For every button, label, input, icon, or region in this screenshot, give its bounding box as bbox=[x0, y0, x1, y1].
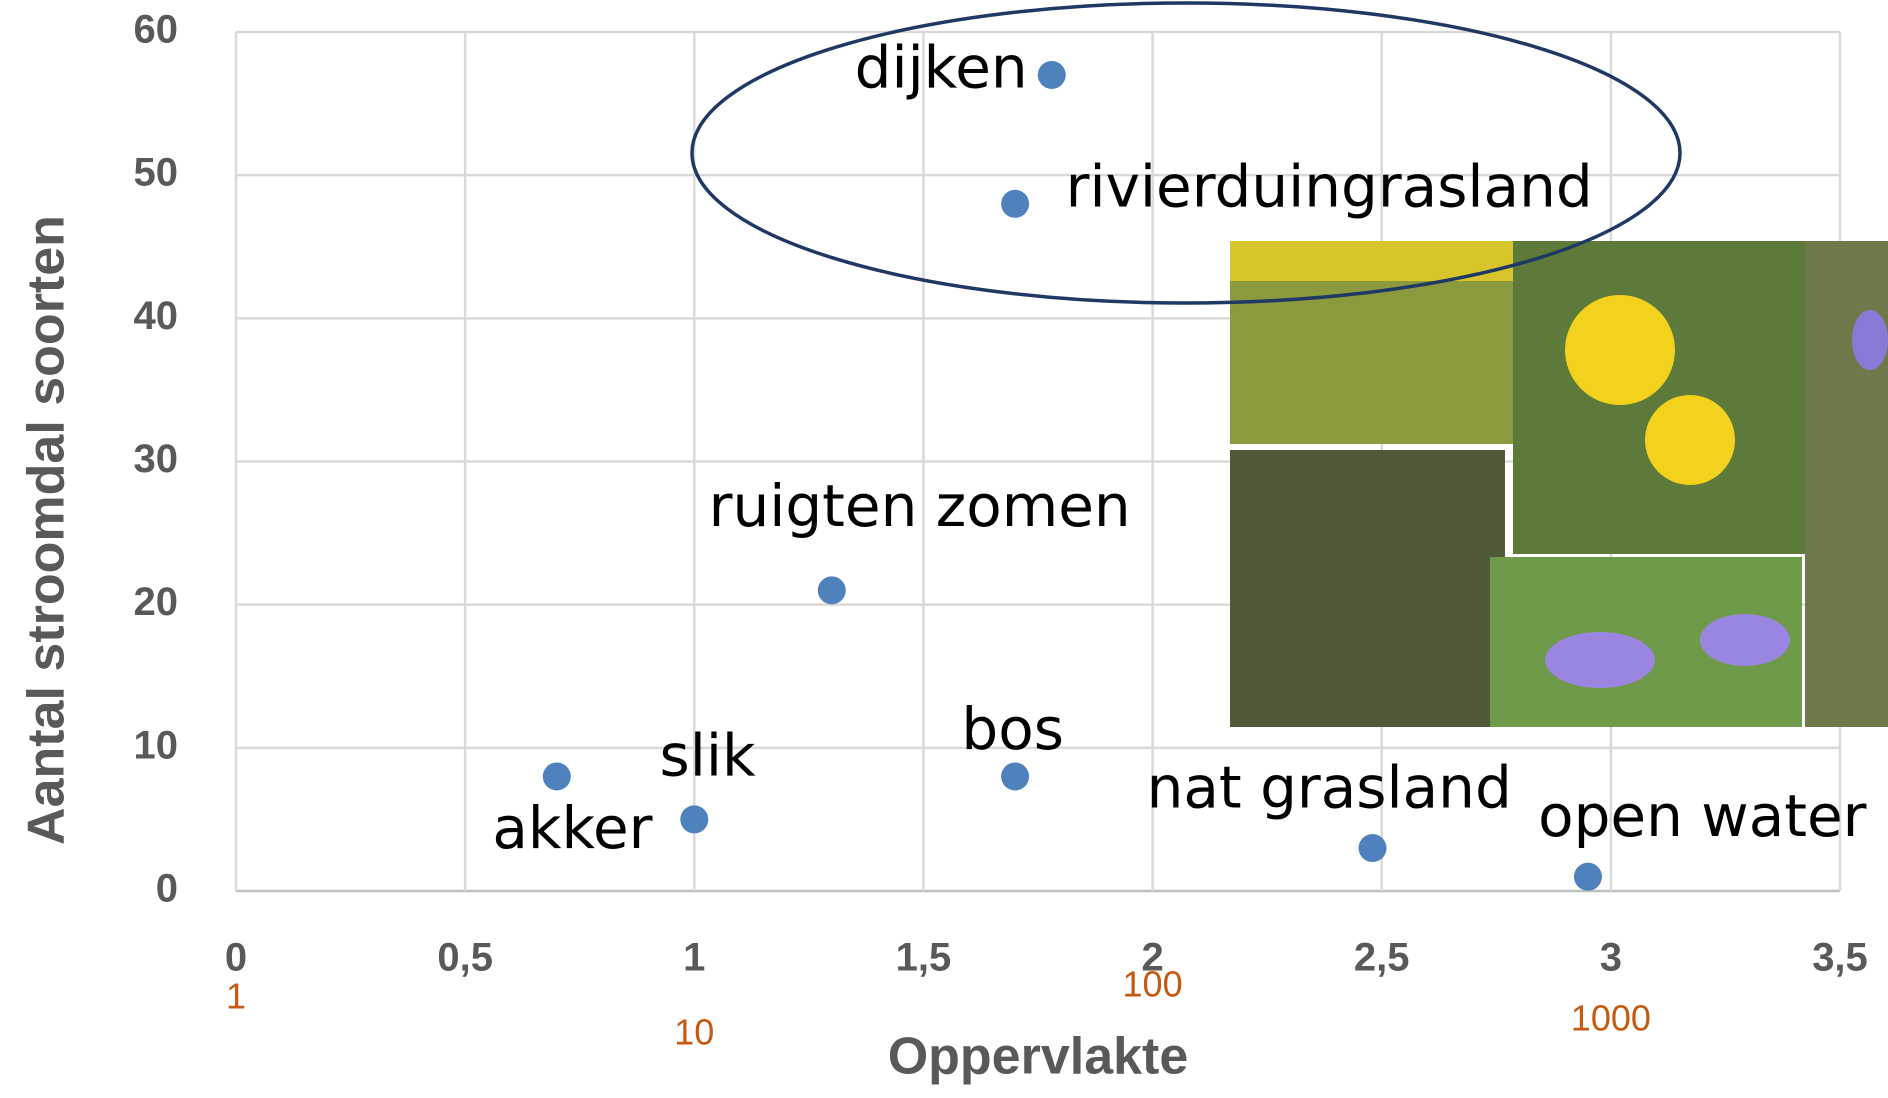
y-tick-label: 30 bbox=[134, 437, 179, 481]
secondary-x-label: 1 bbox=[226, 976, 246, 1017]
photo bbox=[1852, 310, 1888, 370]
x-tick-label: 3,5 bbox=[1812, 936, 1868, 980]
point-label: dijken bbox=[855, 33, 1028, 101]
photo bbox=[1545, 632, 1655, 688]
data-point bbox=[817, 576, 846, 605]
photo bbox=[1230, 241, 1513, 281]
x-tick-label: 1,5 bbox=[896, 936, 952, 980]
secondary-x-label: 100 bbox=[1123, 964, 1183, 1005]
photo bbox=[1565, 295, 1675, 405]
secondary-x-label: 1000 bbox=[1571, 998, 1651, 1039]
point-label: open water bbox=[1538, 782, 1867, 850]
y-tick-label: 20 bbox=[134, 580, 179, 624]
x-tick-label: 2 bbox=[1141, 936, 1163, 980]
point-label: bos bbox=[961, 695, 1064, 763]
y-tick-label: 0 bbox=[156, 867, 178, 911]
point-label: rivierduingrasland bbox=[1066, 153, 1593, 221]
x-tick-label: 1 bbox=[683, 936, 705, 980]
point-label: nat grasland bbox=[1147, 754, 1512, 822]
y-tick-label: 50 bbox=[134, 151, 179, 195]
y-axis-title: Aantal stroomdal soorten bbox=[18, 215, 76, 845]
point-label: akker bbox=[492, 794, 652, 862]
photo bbox=[1230, 450, 1505, 727]
data-point bbox=[680, 805, 709, 834]
x-tick-label: 0 bbox=[225, 936, 247, 980]
x-tick-label: 2,5 bbox=[1354, 936, 1410, 980]
photo bbox=[1645, 395, 1735, 485]
photo bbox=[1513, 241, 1805, 554]
photo-collage bbox=[1230, 241, 1888, 727]
secondary-x-label: 10 bbox=[674, 1012, 714, 1053]
y-tick-label: 40 bbox=[134, 294, 179, 338]
y-tick-label: 60 bbox=[134, 8, 179, 52]
data-point bbox=[1573, 862, 1602, 891]
highlight-ellipse bbox=[690, 1, 1682, 305]
x-tick-label: 0,5 bbox=[437, 936, 493, 980]
x-tick-label: 3 bbox=[1600, 936, 1622, 980]
x-axis-title: Oppervlakte bbox=[888, 1028, 1189, 1086]
data-point bbox=[1001, 189, 1030, 218]
data-point bbox=[542, 762, 571, 791]
point-label: ruigten zomen bbox=[709, 472, 1131, 540]
data-point bbox=[1037, 60, 1066, 89]
data-point bbox=[1358, 834, 1387, 863]
point-label: slik bbox=[660, 721, 756, 789]
data-point bbox=[1001, 762, 1030, 791]
photo bbox=[1700, 614, 1790, 666]
y-tick-label: 10 bbox=[134, 723, 179, 767]
